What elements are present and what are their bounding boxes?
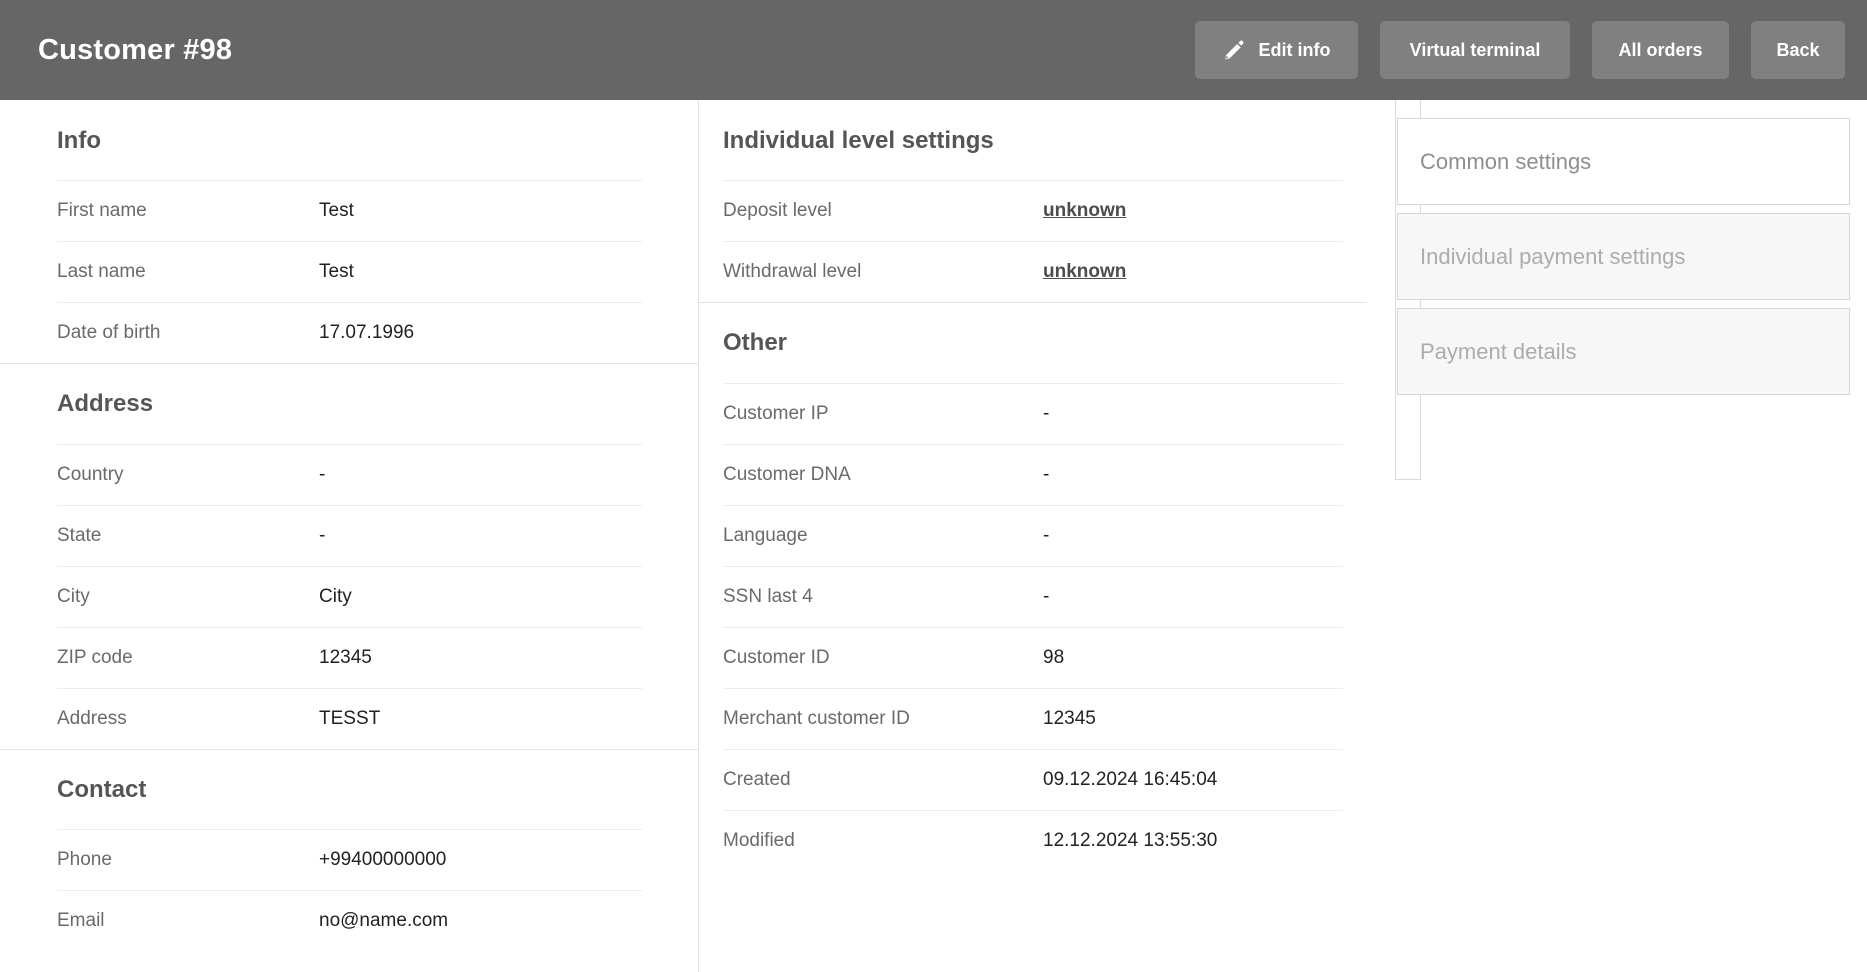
accordion-item-label: Individual payment settings (1420, 243, 1686, 269)
row-value: - (1043, 402, 1050, 424)
section-heading-contact: Contact (57, 775, 147, 803)
section-info: Info First name Test Last name Test Date… (0, 100, 698, 363)
section-address: Address Country - State - City City ZIP … (0, 363, 698, 748)
table-row: State - (57, 504, 642, 566)
table-row: Withdrawal level unknown (723, 241, 1343, 302)
row-label: Deposit level (723, 200, 832, 222)
row-value: 12345 (1043, 707, 1096, 729)
accordion-item-individual-payment-settings[interactable]: Individual payment settings (1397, 213, 1850, 300)
table-row: Deposit level unknown (723, 180, 1343, 241)
row-label: Date of birth (57, 322, 161, 344)
accordion-item-label: Payment details (1420, 338, 1577, 364)
section-heading-address: Address (57, 390, 154, 418)
row-label: Address (57, 707, 127, 729)
row-label: Customer ID (723, 646, 830, 668)
withdrawal-level-link[interactable]: unknown (1043, 261, 1127, 283)
virtual-terminal-button[interactable]: Virtual terminal (1380, 21, 1570, 79)
table-row: Customer ID 98 (723, 626, 1343, 688)
table-row: Address TESST (57, 687, 642, 749)
row-label: Created (723, 768, 791, 790)
section-other: Other Customer IP - Customer DNA - Langu… (699, 302, 1367, 870)
row-label: Phone (57, 849, 112, 871)
table-row: SSN last 4 - (723, 565, 1343, 627)
row-label: Withdrawal level (723, 261, 862, 283)
section-heading-individual-level-settings: Individual level settings (723, 127, 994, 154)
row-label: Country (57, 463, 124, 485)
pencil-icon (1223, 39, 1245, 61)
row-value: - (1043, 463, 1050, 485)
table-row: Email no@name.com (57, 890, 642, 951)
table-row: Customer DNA - (723, 443, 1343, 505)
row-label: Customer DNA (723, 463, 851, 485)
row-label: SSN last 4 (723, 585, 813, 607)
section-individual-level-settings: Individual level settings Deposit level … (699, 100, 1367, 302)
accordion-item-label: Common settings (1420, 148, 1592, 174)
customer-info-card: Info First name Test Last name Test Date… (0, 100, 699, 972)
table-row: City City (57, 565, 642, 627)
app-header: Customer #98 Edit info Virtual terminal … (0, 0, 1867, 100)
row-value: 09.12.2024 16:45:04 (1043, 768, 1218, 790)
section-heading-other: Other (723, 329, 788, 357)
row-value: 17.07.1996 (319, 322, 415, 344)
section-heading-info: Info (57, 127, 101, 154)
row-value: 12345 (319, 646, 372, 668)
page-title: Customer #98 (38, 33, 233, 66)
back-button-label: Back (1776, 39, 1820, 60)
table-row: ZIP code 12345 (57, 626, 642, 688)
row-value: +99400000000 (319, 849, 447, 871)
header-actions: Edit info Virtual terminal All orders Ba… (1195, 21, 1845, 79)
row-label: Email (57, 910, 105, 932)
accordion-item-common-settings[interactable]: Common settings (1397, 118, 1850, 205)
row-label: ZIP code (57, 646, 133, 668)
back-button[interactable]: Back (1751, 21, 1845, 79)
row-value: Test (319, 261, 354, 283)
all-orders-button-label: All orders (1618, 39, 1703, 60)
row-value: - (319, 524, 326, 546)
row-value: no@name.com (319, 910, 449, 932)
row-value: - (1043, 585, 1050, 607)
accordion-item-payment-details[interactable]: Payment details (1397, 308, 1850, 395)
edit-info-button-label: Edit info (1258, 39, 1331, 60)
table-row: Customer IP - (723, 382, 1343, 444)
row-label: Language (723, 524, 808, 546)
row-value: Test (319, 200, 354, 222)
table-row: Date of birth 17.07.1996 (57, 302, 642, 363)
row-label: Customer IP (723, 402, 829, 424)
customer-settings-card: Individual level settings Deposit level … (699, 100, 1367, 972)
row-value: 98 (1043, 646, 1065, 668)
row-label: First name (57, 200, 147, 222)
row-value: - (1043, 524, 1050, 546)
page-body: Info First name Test Last name Test Date… (0, 100, 1867, 972)
virtual-terminal-button-label: Virtual terminal (1409, 39, 1541, 60)
table-row: Created 09.12.2024 16:45:04 (723, 748, 1343, 810)
row-label: City (57, 585, 90, 607)
deposit-level-link[interactable]: unknown (1043, 200, 1127, 222)
table-row: Modified 12.12.2024 13:55:30 (723, 809, 1343, 871)
row-label: State (57, 524, 102, 546)
row-value: TESST (319, 707, 381, 729)
row-value: City (319, 585, 352, 607)
table-row: Language - (723, 504, 1343, 566)
row-value: - (319, 463, 326, 485)
section-contact: Contact Phone +99400000000 Email no@name… (0, 748, 698, 951)
table-row: Last name Test (57, 241, 642, 302)
table-row: Merchant customer ID 12345 (723, 687, 1343, 749)
table-row: Country - (57, 443, 642, 505)
all-orders-button[interactable]: All orders (1592, 21, 1729, 79)
row-value: 12.12.2024 13:55:30 (1043, 829, 1218, 851)
table-row: Phone +99400000000 (57, 829, 642, 890)
edit-info-button[interactable]: Edit info (1195, 21, 1358, 79)
row-label: Modified (723, 829, 795, 851)
row-label: Last name (57, 261, 146, 283)
settings-accordion-panel: Common settings Individual payment setti… (1395, 100, 1850, 480)
row-label: Merchant customer ID (723, 707, 910, 729)
table-row: First name Test (57, 180, 642, 241)
